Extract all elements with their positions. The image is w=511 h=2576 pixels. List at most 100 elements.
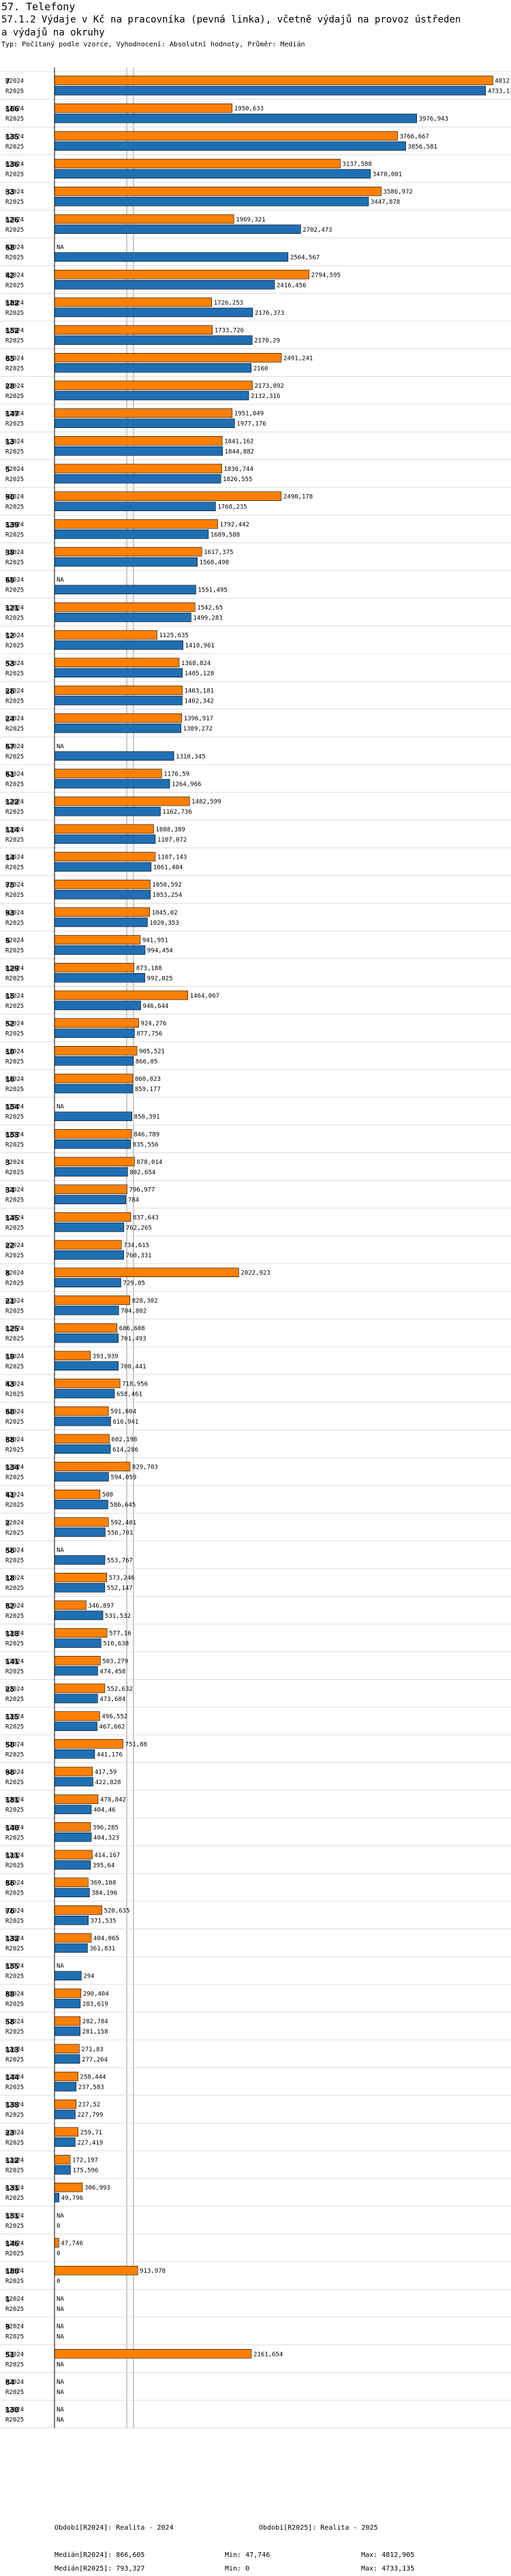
bar-r2025-134 <box>54 1472 109 1482</box>
group-label: 9 <box>5 2322 10 2331</box>
series-label-r2025: R2025 <box>5 671 24 677</box>
bar-r2024-76 <box>54 1905 102 1915</box>
bar-r2024-22 <box>54 1240 122 1250</box>
value-label-r2025-61: 1264,966 <box>172 782 201 788</box>
series-label-r2024: R2024 <box>5 134 24 140</box>
bar-r2025-22 <box>54 1250 124 1260</box>
value-label-r2025-113: 277,264 <box>82 2057 108 2064</box>
series-label-r2024: R2024 <box>5 938 24 945</box>
group-label: 152 <box>5 326 19 335</box>
value-label-r2024-28: 2173,092 <box>254 383 283 390</box>
value-label-r2025-136: 3470,001 <box>373 172 402 179</box>
series-label-r2025: R2025 <box>5 754 24 761</box>
value-label-r2025-7: 4733,135 <box>488 89 511 95</box>
series-label-r2024: R2024 <box>5 1381 24 1387</box>
series-label-r2024: R2024 <box>5 855 24 861</box>
value-label-r2024-132: 404,065 <box>93 1935 119 1942</box>
value-label-r2025-53: 1405,128 <box>185 671 214 677</box>
bar-r2024-13 <box>54 436 223 446</box>
value-label-r2024-51: 2161,654 <box>253 2351 283 2358</box>
group-label: 41 <box>5 1491 15 1500</box>
value-label-r2025-122: 1162,736 <box>162 809 191 816</box>
value-label-r2025-141: 474,458 <box>99 1668 125 1675</box>
value-label-r2024-61: 1176,59 <box>164 771 189 778</box>
bar-r2024-90 <box>54 491 282 502</box>
value-label-r2024-147: 1951,049 <box>234 411 264 418</box>
bar-r2025-93 <box>54 917 148 927</box>
series-label-r2025: R2025 <box>5 1918 24 1925</box>
value-label-r2025-135: 3856,581 <box>408 144 437 151</box>
value-label-r2025-139: 1689,588 <box>211 532 240 538</box>
value-label-r2024-146: 47,746 <box>61 2241 83 2248</box>
group-label: 26 <box>5 687 15 696</box>
value-label-r2024-151: NA <box>57 2213 64 2220</box>
value-label-r2025-146: 0 <box>57 2251 60 2258</box>
series-label-r2025: R2025 <box>5 1253 24 1259</box>
value-label-r2024-126: 1969,321 <box>236 217 265 224</box>
group-label: 8 <box>5 1269 10 1278</box>
value-label-r2025-34: 784 <box>128 1197 139 1204</box>
bar-r2024-18 <box>54 1572 107 1582</box>
group-label: 132 <box>5 1935 19 1944</box>
series-label-r2024: R2024 <box>5 1658 24 1665</box>
bar-r2025-152 <box>54 335 253 345</box>
group-label: 53 <box>5 659 14 668</box>
value-label-r2025-41: 586,645 <box>110 1502 136 1509</box>
bar-r2024-85 <box>54 352 282 363</box>
bar-r2025-140 <box>54 1833 92 1842</box>
value-label-r2024-145: 837,643 <box>133 1214 159 1221</box>
bar-r2025-23 <box>54 2137 76 2147</box>
bar-r2025-155 <box>54 1971 82 1981</box>
bar-r2025-8 <box>54 1278 121 1288</box>
value-label-r2024-14: 1107,143 <box>157 855 187 861</box>
value-label-r2024-12: 1125,635 <box>159 632 188 639</box>
series-label-r2025: R2025 <box>5 2278 24 2285</box>
group-label: 6 <box>5 936 10 945</box>
bar-r2025-89 <box>54 1999 81 2008</box>
value-label-r2024-112: 172,197 <box>72 2158 98 2164</box>
bar-r2024-8 <box>54 1268 239 1278</box>
series-label-r2024: R2024 <box>5 1048 24 1055</box>
bar-r2025-41 <box>54 1499 108 1509</box>
bar-r2025-50 <box>54 1749 95 1759</box>
bar-r2024-51 <box>54 2348 252 2359</box>
bar-r2024-180 <box>54 2265 138 2275</box>
value-label-r2025-84: NA <box>57 2389 64 2396</box>
series-label-r2025: R2025 <box>5 116 24 123</box>
value-label-r2025-24: 1389,272 <box>183 726 213 733</box>
bar-r2024-50 <box>54 1739 123 1749</box>
value-label-r2024-115: 496,552 <box>102 1714 127 1721</box>
series-label-r2025: R2025 <box>5 1086 24 1093</box>
series-label-r2025: R2025 <box>5 2084 24 2091</box>
series-label-r2024: R2024 <box>5 1769 24 1776</box>
group-label: 68 <box>5 243 14 252</box>
bar-r2024-86 <box>54 1877 89 1887</box>
group-label: 12 <box>5 632 14 641</box>
series-label-r2024: R2024 <box>5 1935 24 1942</box>
series-label-r2024: R2024 <box>5 1548 24 1554</box>
value-label-r2024-121: 1542,65 <box>197 604 223 611</box>
series-label-r2024: R2024 <box>5 355 24 362</box>
bar-r2025-42 <box>54 279 275 290</box>
group-label: 85 <box>5 354 14 363</box>
group-label: 153 <box>5 1131 19 1139</box>
series-label-r2025: R2025 <box>5 1751 24 1758</box>
value-label-r2024-114: 1088,389 <box>155 827 185 833</box>
series-label-r2025: R2025 <box>5 1475 24 1482</box>
bar-r2024-24 <box>54 713 183 723</box>
bar-r2025-114 <box>54 834 156 844</box>
group-label: 135 <box>5 132 19 141</box>
bar-r2025-15 <box>54 1000 141 1011</box>
series-label-r2025: R2025 <box>5 1308 24 1315</box>
bar-r2024-166 <box>54 103 233 113</box>
group-label: 146 <box>5 2239 19 2248</box>
bar-r2025-18 <box>54 1582 106 1593</box>
bar-r2024-28 <box>54 380 253 390</box>
bar-r2025-67 <box>54 751 174 761</box>
value-label-r2024-1: NA <box>57 2296 64 2303</box>
value-label-r2025-134: 594,059 <box>110 1475 136 1482</box>
value-label-r2024-155: NA <box>57 1963 64 1970</box>
bar-r2024-60 <box>54 1406 109 1416</box>
group-label: 138 <box>5 2101 19 2110</box>
group-label: 67 <box>5 742 14 751</box>
